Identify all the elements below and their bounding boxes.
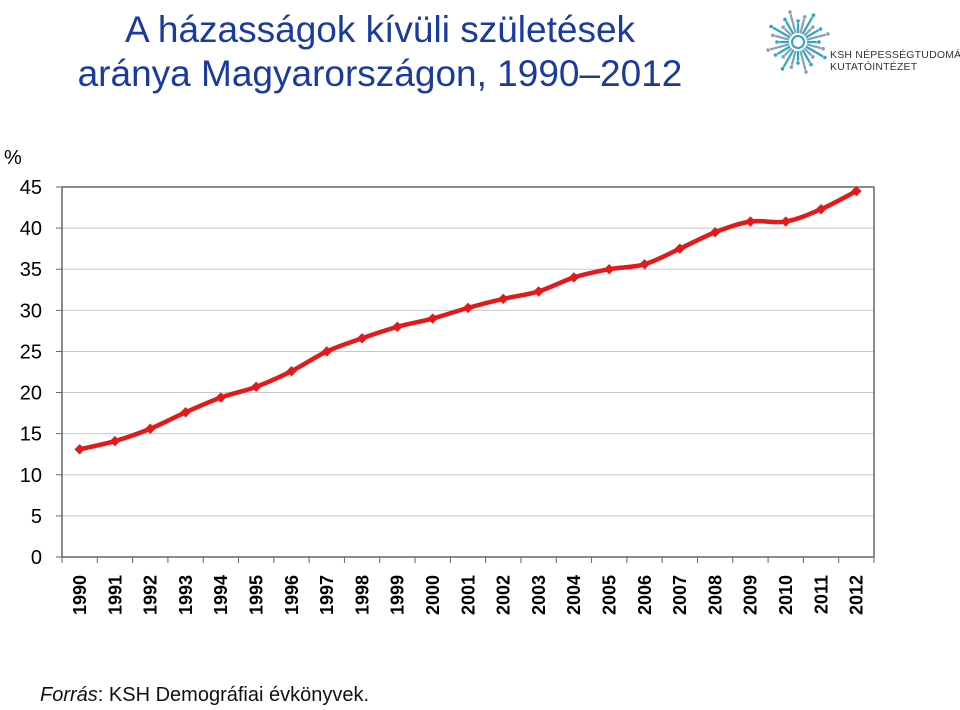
- y-tick-label: 20: [20, 383, 42, 405]
- source-note: Forrás: KSH Demográfiai évkönyvek.: [40, 684, 369, 707]
- chart-title-line-2: aránya Magyarországon, 1990–2012: [77, 53, 683, 94]
- data-point: [321, 346, 332, 357]
- data-point: [815, 203, 827, 215]
- data-point: [851, 185, 862, 197]
- chart-title-line-1: A házasságok kívüli születések: [124, 9, 636, 50]
- data-point: [780, 216, 791, 227]
- y-tick-label: 15: [20, 424, 42, 446]
- x-tick-label: 2001: [458, 575, 478, 615]
- data-point: [498, 293, 509, 305]
- x-tick-label: 1990: [70, 575, 90, 615]
- institute-name: KSH NÉPESSÉGTUDOMÁNYI KUTATÓINTÉZET: [830, 49, 960, 73]
- x-tick-label: 1995: [246, 575, 266, 615]
- y-axis-unit-label: %: [4, 147, 22, 169]
- data-point: [215, 392, 227, 403]
- series-line: [77, 188, 859, 452]
- y-tick-label: 0: [31, 547, 42, 569]
- data-point: [604, 264, 615, 275]
- x-tick-label: 2002: [494, 575, 514, 615]
- y-tick-label: 30: [20, 300, 42, 322]
- y-tick-label: 40: [20, 218, 42, 240]
- x-tick-label: 1994: [211, 575, 231, 615]
- data-point: [709, 227, 721, 238]
- data-point: [462, 302, 474, 314]
- y-tick-label: 45: [20, 177, 42, 199]
- data-point: [145, 423, 156, 434]
- data-point: [639, 259, 650, 270]
- y-tick-label: 5: [31, 506, 42, 528]
- source-label: Forrás: [40, 684, 98, 706]
- data-point: [427, 313, 438, 324]
- data-point: [286, 365, 297, 377]
- x-tick-label: 1993: [176, 575, 196, 615]
- data-point: [674, 243, 686, 254]
- institute-logo-icon: [766, 10, 830, 74]
- data-point: [568, 272, 580, 283]
- y-tick-label: 10: [20, 465, 42, 487]
- x-tick-label: 2011: [811, 575, 831, 614]
- data-point: [250, 381, 262, 393]
- data-point: [180, 407, 191, 418]
- x-tick-label: 2005: [600, 575, 620, 615]
- x-tick-label: 2012: [847, 575, 867, 615]
- institute-name-line-2: KUTATÓINTÉZET: [830, 61, 918, 73]
- y-tick-label: 35: [20, 259, 42, 281]
- x-tick-label: 1997: [317, 575, 337, 615]
- source-text: : KSH Demográfiai évkönyvek.: [97, 684, 370, 706]
- x-tick-label: 1992: [141, 575, 161, 615]
- data-point: [745, 216, 756, 227]
- x-tick-label: 2009: [741, 575, 761, 615]
- x-tick-label: 2000: [423, 575, 443, 615]
- x-tick-label: 1991: [105, 575, 125, 615]
- data-point: [356, 333, 368, 344]
- x-tick-label: 2008: [705, 575, 725, 615]
- y-tick-label: 25: [20, 341, 42, 363]
- x-tick-label: 1996: [282, 575, 302, 615]
- chart-title: A házasságok kívüli születések aránya Ma…: [0, 8, 760, 96]
- institute-name-line-1: KSH NÉPESSÉGTUDOMÁNYI: [830, 49, 960, 61]
- x-tick-label: 1998: [352, 575, 372, 615]
- data-point: [533, 286, 544, 297]
- x-tick-label: 2007: [670, 575, 690, 615]
- plot-area: [61, 186, 875, 558]
- x-tick-label: 2003: [529, 575, 549, 615]
- data-point: [109, 435, 121, 447]
- x-tick-label: 2010: [776, 575, 796, 615]
- x-tick-label: 2004: [564, 575, 584, 615]
- data-point: [74, 444, 85, 455]
- x-tick-label: 2006: [635, 575, 655, 615]
- x-tick-label: 1999: [388, 575, 408, 615]
- line-chart: % 0 5 10 15 20 25 30 35 40 45 1990 1991 1992 1993 199…: [4, 147, 875, 615]
- data-point: [392, 321, 403, 332]
